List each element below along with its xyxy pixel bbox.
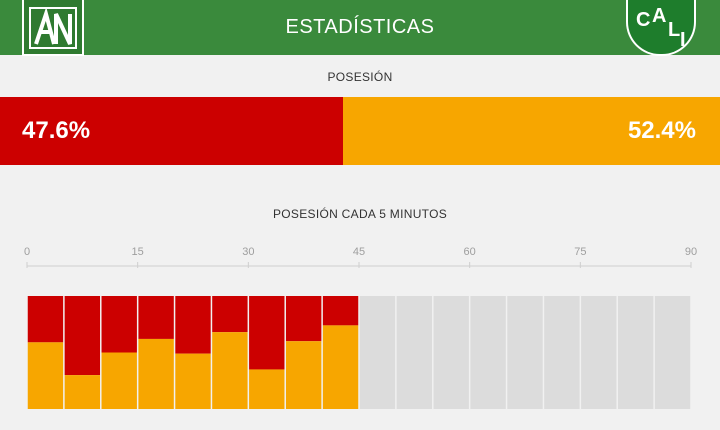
possession-label: POSESIÓN: [327, 70, 393, 84]
unplayed-interval-bar: [654, 296, 691, 409]
away-interval-bar: [249, 369, 285, 409]
home-interval-bar: [101, 296, 137, 353]
home-interval-bar: [249, 296, 285, 370]
atletico-nacional-logo: [22, 0, 84, 56]
unplayed-interval-bar: [359, 296, 396, 409]
header-bar: [0, 0, 720, 55]
unplayed-interval-bar: [396, 296, 433, 409]
away-interval-bar: [64, 375, 101, 409]
possession-bar: [0, 97, 720, 165]
home-interval-bar: [175, 296, 211, 354]
deportivo-cali-logo: C A L I: [626, 0, 696, 56]
svg-text:L: L: [668, 19, 680, 41]
home-possession-value: 47.6%: [22, 117, 91, 144]
x-tick-label: 45: [353, 246, 365, 258]
home-interval-bar: [138, 296, 174, 339]
x-tick-label: 60: [464, 246, 476, 258]
unplayed-interval-bar: [470, 296, 506, 409]
page-title: ESTADÍSTICAS: [285, 16, 435, 38]
away-interval-bar: [138, 338, 174, 409]
unplayed-interval-bar: [544, 296, 580, 409]
home-interval-bar: [212, 296, 248, 333]
svg-text:C: C: [636, 9, 650, 31]
home-interval-bar: [322, 296, 359, 326]
home-interval-bar: [285, 296, 322, 342]
unplayed-interval-bar: [507, 296, 543, 409]
x-tick-label: 15: [132, 246, 144, 258]
x-tick-label: 0: [24, 246, 30, 258]
interval-chart-title: POSESIÓN CADA 5 MINUTOS: [272, 207, 448, 221]
unplayed-interval-bar: [581, 296, 617, 409]
home-interval-bar: [64, 296, 101, 376]
x-tick-label: 90: [685, 246, 697, 258]
away-interval-bar: [322, 325, 359, 409]
interval-possession-chart: 0 15 30 45 60 75 90: [24, 246, 697, 409]
away-possession-fill: [342, 97, 720, 165]
svg-text:A: A: [652, 5, 666, 27]
away-interval-bar: [285, 341, 322, 409]
away-possession-value: 52.4%: [627, 117, 696, 144]
unplayed-interval-bar: [433, 296, 469, 409]
away-interval-bar: [175, 353, 211, 409]
away-interval-bar: [212, 332, 248, 409]
home-interval-bar: [27, 296, 64, 343]
x-tick-label: 30: [242, 246, 254, 258]
away-interval-bar: [101, 352, 137, 409]
svg-text:I: I: [680, 29, 686, 51]
unplayed-interval-bar: [617, 296, 654, 409]
x-tick-label: 75: [574, 246, 586, 258]
away-interval-bar: [27, 342, 64, 409]
home-possession-fill: [0, 97, 343, 165]
